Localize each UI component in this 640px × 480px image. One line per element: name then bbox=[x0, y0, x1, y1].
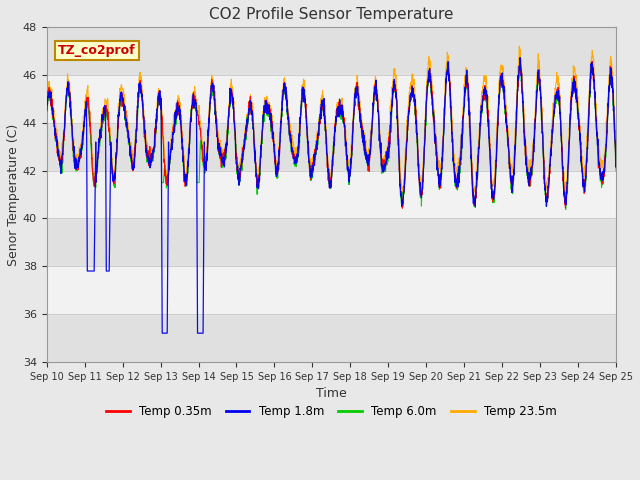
Y-axis label: Senor Temperature (C): Senor Temperature (C) bbox=[7, 123, 20, 266]
Bar bbox=[47, 75, 616, 123]
Title: CO2 Profile Sensor Temperature: CO2 Profile Sensor Temperature bbox=[209, 7, 454, 22]
Text: TZ_co2prof: TZ_co2prof bbox=[58, 44, 136, 57]
Legend: Temp 0.35m, Temp 1.8m, Temp 6.0m, Temp 23.5m: Temp 0.35m, Temp 1.8m, Temp 6.0m, Temp 2… bbox=[101, 400, 561, 423]
Bar bbox=[47, 266, 616, 314]
X-axis label: Time: Time bbox=[316, 387, 347, 400]
Bar bbox=[47, 171, 616, 218]
